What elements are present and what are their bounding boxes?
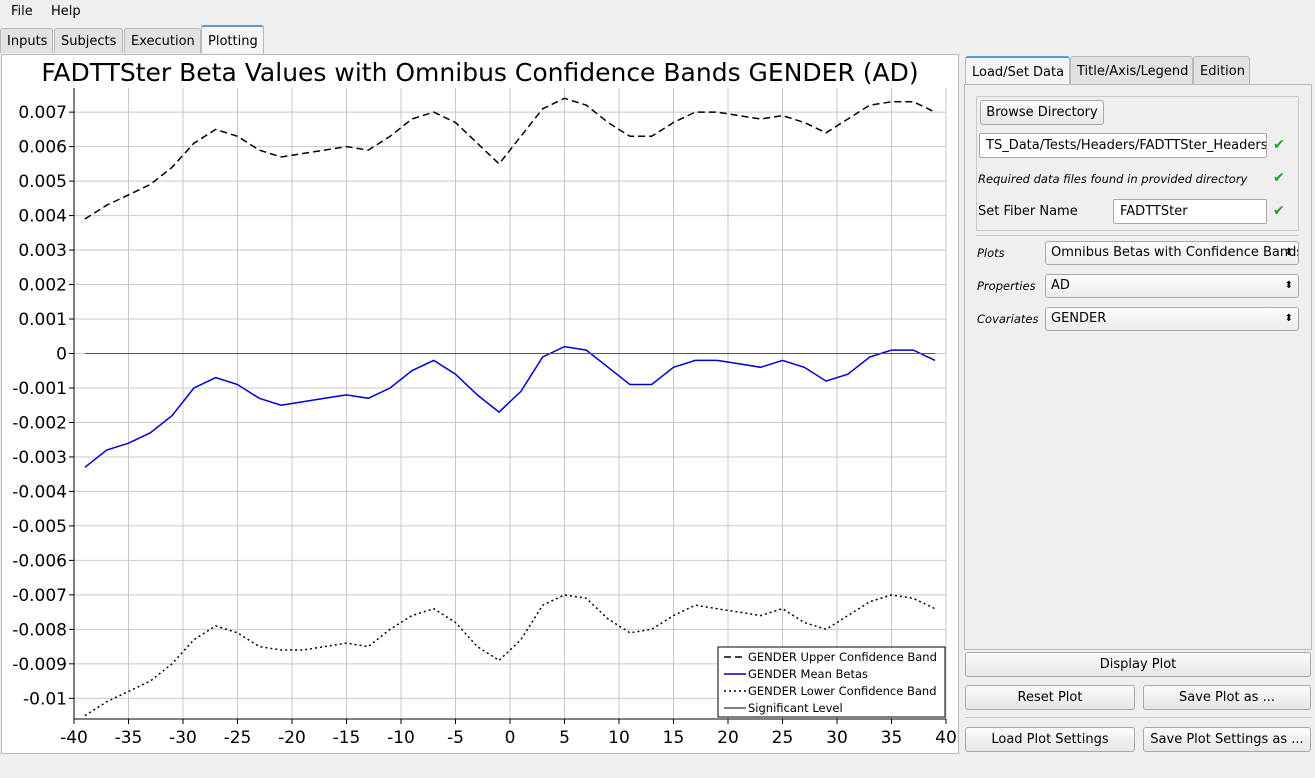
plots-label: Plots (977, 246, 1005, 260)
properties-select-value: AD (1051, 278, 1070, 293)
y-tick-label: -0.001 (12, 379, 67, 399)
panel-divider (976, 235, 1299, 236)
reset-plot-button[interactable]: Reset Plot (965, 685, 1135, 710)
tab-title-axis-legend[interactable]: Title/Axis/Legend (1070, 56, 1193, 84)
covariates-select-value: GENDER (1051, 311, 1107, 326)
plots-select-value: Omnibus Betas with Confidence Bands (1051, 245, 1299, 260)
data-directory-group: Browse Directory TS_Data/Tests/Headers/F… (976, 96, 1299, 231)
legend-entry: GENDER Upper Confidence Band (748, 650, 937, 664)
y-tick-label: -0.008 (12, 620, 67, 640)
load-plot-settings-button[interactable]: Load Plot Settings (965, 727, 1135, 752)
x-tick-label: 20 (717, 728, 739, 748)
y-tick-label: 0.007 (18, 103, 67, 123)
x-tick-label: 0 (505, 728, 516, 748)
chart-series (84, 97, 936, 717)
series-line-gender-lower-confidence-band (84, 594, 936, 717)
legend-box (717, 646, 946, 718)
display-plot-button[interactable]: Display Plot (965, 652, 1311, 677)
chart-tick-labels: -40 -35 -30 -25 -20 -15 -10 -5 0 5 10 15 20 25 30 35 40 0… (12, 103, 957, 748)
properties-label: Properties (977, 279, 1036, 293)
chart-axes (69, 88, 947, 724)
legend-entry: GENDER Lower Confidence Band (748, 684, 937, 698)
x-tick-label: -25 (224, 728, 252, 748)
y-tick-label: -0.003 (12, 448, 67, 468)
y-tick-label: -0.005 (12, 517, 67, 537)
x-tick-label: 5 (559, 728, 570, 748)
fiber-name-valid-check-icon: ✔ (1273, 203, 1285, 219)
chart-title: FADTTSter Beta Values with Omnibus Confi… (41, 58, 918, 87)
x-tick-label: -40 (60, 728, 88, 748)
x-tick-label: -10 (387, 728, 415, 748)
y-tick-label: 0.006 (18, 138, 67, 158)
x-tick-label: -30 (169, 728, 197, 748)
chart-legend: GENDER Upper Confidence Band GENDER Mean … (717, 646, 946, 718)
properties-select[interactable]: AD ⬍ (1045, 274, 1299, 298)
menu-bar: File Help (0, 0, 1315, 24)
y-tick-label: 0.003 (18, 241, 67, 261)
y-tick-label: -0.004 (12, 482, 67, 502)
tab-subjects[interactable]: Subjects (54, 28, 123, 53)
tab-load-set-data[interactable]: Load/Set Data (965, 56, 1070, 84)
x-tick-label: 40 (935, 728, 957, 748)
covariates-select[interactable]: GENDER ⬍ (1045, 307, 1299, 331)
covariates-label: Covariates (977, 312, 1039, 326)
save-plot-as-button[interactable]: Save Plot as ... (1143, 685, 1311, 710)
beta-values-chart: FADTTSter Beta Values with Omnibus Confi… (12, 58, 957, 748)
y-tick-label: -0.009 (12, 655, 67, 675)
y-tick-label: 0.004 (18, 207, 67, 227)
x-tick-label: -5 (447, 728, 464, 748)
x-tick-label: -35 (115, 728, 143, 748)
fiber-name-input[interactable]: FADTTSter (1113, 199, 1267, 224)
y-tick-label: 0.005 (18, 172, 67, 192)
y-tick-label: -0.006 (12, 551, 67, 571)
legend-entry: GENDER Mean Betas (748, 667, 868, 681)
series-line-gender-mean-betas (84, 345, 936, 468)
x-tick-label: 35 (881, 728, 903, 748)
directory-valid-check-icon: ✔ (1273, 137, 1285, 153)
x-tick-label: 25 (772, 728, 794, 748)
y-tick-label: -0.002 (12, 413, 67, 433)
tab-execution[interactable]: Execution (124, 28, 201, 53)
y-tick-label: 0 (56, 345, 67, 365)
status-bar (0, 756, 1315, 778)
browse-directory-button[interactable]: Browse Directory (980, 100, 1104, 125)
series-line-gender-upper-confidence-band (84, 97, 936, 220)
x-tick-label: 15 (663, 728, 685, 748)
data-files-found-message: Required data files found in provided di… (978, 172, 1248, 186)
updown-arrow-icon: ⬍ (1284, 280, 1293, 291)
data-files-found-check-icon: ✔ (1273, 170, 1285, 186)
plots-select[interactable]: Omnibus Betas with Confidence Bands ⬍ (1045, 241, 1299, 265)
tab-plotting[interactable]: Plotting (201, 25, 264, 54)
chart-grid (73, 88, 947, 719)
y-tick-label: -0.01 (23, 689, 67, 709)
menu-file[interactable]: File (11, 4, 33, 19)
buttons-separator (965, 717, 1312, 718)
x-tick-label: -15 (333, 728, 361, 748)
x-tick-label: 30 (826, 728, 848, 748)
load-set-data-panel: Browse Directory TS_Data/Tests/Headers/F… (964, 84, 1312, 650)
tab-edition[interactable]: Edition (1193, 56, 1250, 84)
updown-arrow-icon: ⬍ (1284, 247, 1293, 258)
y-tick-label: 0.001 (18, 310, 67, 330)
y-tick-label: -0.007 (12, 586, 67, 606)
x-tick-label: 10 (608, 728, 630, 748)
save-plot-settings-as-button[interactable]: Save Plot Settings as ... (1143, 727, 1311, 752)
fiber-name-label: Set Fiber Name (978, 204, 1078, 219)
updown-arrow-icon: ⬍ (1284, 313, 1293, 324)
legend-entry: Significant Level (748, 701, 843, 715)
directory-path-field[interactable]: TS_Data/Tests/Headers/FADTTSter_Headers (979, 133, 1267, 158)
tab-inputs[interactable]: Inputs (0, 28, 53, 53)
menu-help[interactable]: Help (51, 4, 81, 19)
x-tick-label: -20 (278, 728, 306, 748)
plot-area: FADTTSter Beta Values with Omnibus Confi… (1, 54, 959, 754)
y-tick-label: 0.002 (18, 276, 67, 296)
